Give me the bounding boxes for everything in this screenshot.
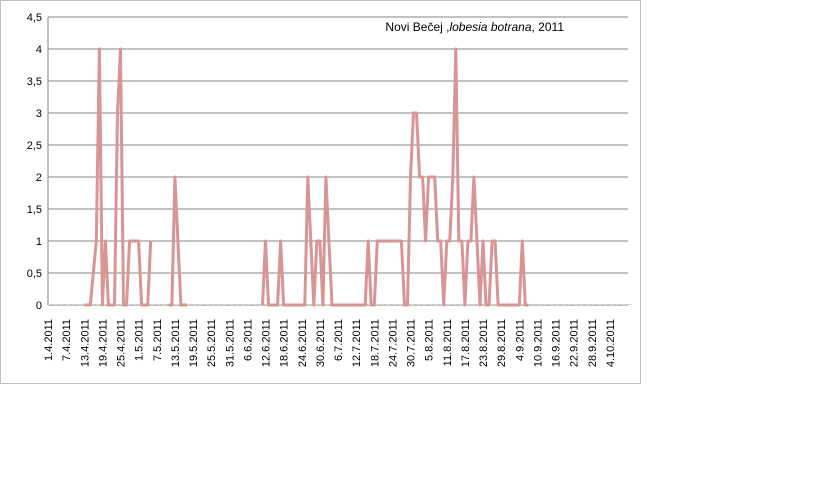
x-tick-label: 30.6.2011 [315,319,327,367]
x-tick-label: 29.8.2011 [496,319,508,367]
gridlines [48,16,628,274]
chart-title-part: Novi Bečej , [385,20,449,34]
axes [47,17,632,306]
x-tick-label: 7.4.2011 [61,319,73,361]
x-tick-label: 4.9.2011 [514,319,526,361]
x-tick-label: 23.8.2011 [478,319,490,367]
chart-title-part: , 2011 [532,20,565,34]
x-tick-label: 10.9.2011 [532,319,544,367]
x-tick-label: 17.8.2011 [460,319,472,367]
x-tick-label: 19.4.2011 [97,319,109,367]
y-tick-label: 2,5 [27,140,42,152]
x-tick-label: 24.6.2011 [297,319,309,367]
chart-frame: 0 0,5 1 1,5 2 2,5 3 3,5 4 4,5 1.4.2011 7.4.2011 13.… [0,0,641,384]
x-tick-label: 25.5.2011 [206,319,218,367]
chart-title-part: lobesia botrana [449,20,531,34]
series-layer [84,47,529,307]
x-tick-label: 19.5.2011 [188,319,200,367]
x-tick-label: 6.6.2011 [242,319,254,361]
x-tick-label: 13.5.2011 [170,319,182,367]
y-tick-label: 0,5 [27,268,42,280]
x-tick-label: 1.4.2011 [43,319,55,361]
x-tick-label: 12.6.2011 [261,319,273,367]
y-tick-label: 3 [36,108,42,120]
x-tick-label: 16.9.2011 [551,319,563,367]
chart-title: Novi Bečej ,lobesia botrana, 2011 [385,20,564,34]
x-tick-label: 1.5.2011 [134,319,146,361]
x-tick-label: 25.4.2011 [116,319,128,367]
x-tick-label: 12.7.2011 [351,319,363,367]
x-tick-label: 11.8.2011 [442,319,454,366]
x-tick-label: 18.7.2011 [369,319,381,367]
y-tick-label: 2 [36,172,42,184]
x-tick-label: 5.8.2011 [424,319,436,361]
y-tick-labels: 0 0,5 1 1,5 2 2,5 3 3,5 4 4,5 [27,12,42,312]
x-tick-label: 4.10.2011 [605,319,617,367]
y-tick-label: 1 [36,236,42,248]
y-tick-label: 4,5 [27,12,42,24]
series-line [84,47,153,307]
y-tick-label: 4 [36,44,42,56]
x-tick-labels: 1.4.2011 7.4.2011 13.4.2011 19.4.2011 25.4.2… [43,319,617,367]
x-tick-label: 22.9.2011 [569,319,581,367]
y-tick-label: 1,5 [27,204,42,216]
x-tick-label: 13.4.2011 [79,319,91,367]
x-tick-label: 28.9.2011 [587,319,599,367]
line-chart: 0 0,5 1 1,5 2 2,5 3 3,5 4 4,5 1.4.2011 7.4.2011 13.… [27,12,632,367]
y-tick-label: 3,5 [27,76,42,88]
x-tick-label: 7.5.2011 [152,319,164,361]
series-line [168,175,187,307]
x-tick-label: 31.5.2011 [224,319,236,367]
x-tick-label: 18.6.2011 [279,319,291,367]
series-line [261,47,529,307]
y-tick-label: 0 [36,300,42,312]
x-tick-label: 30.7.2011 [406,319,418,367]
x-tick-label: 24.7.2011 [387,319,399,367]
x-tick-label: 6.7.2011 [333,319,345,361]
